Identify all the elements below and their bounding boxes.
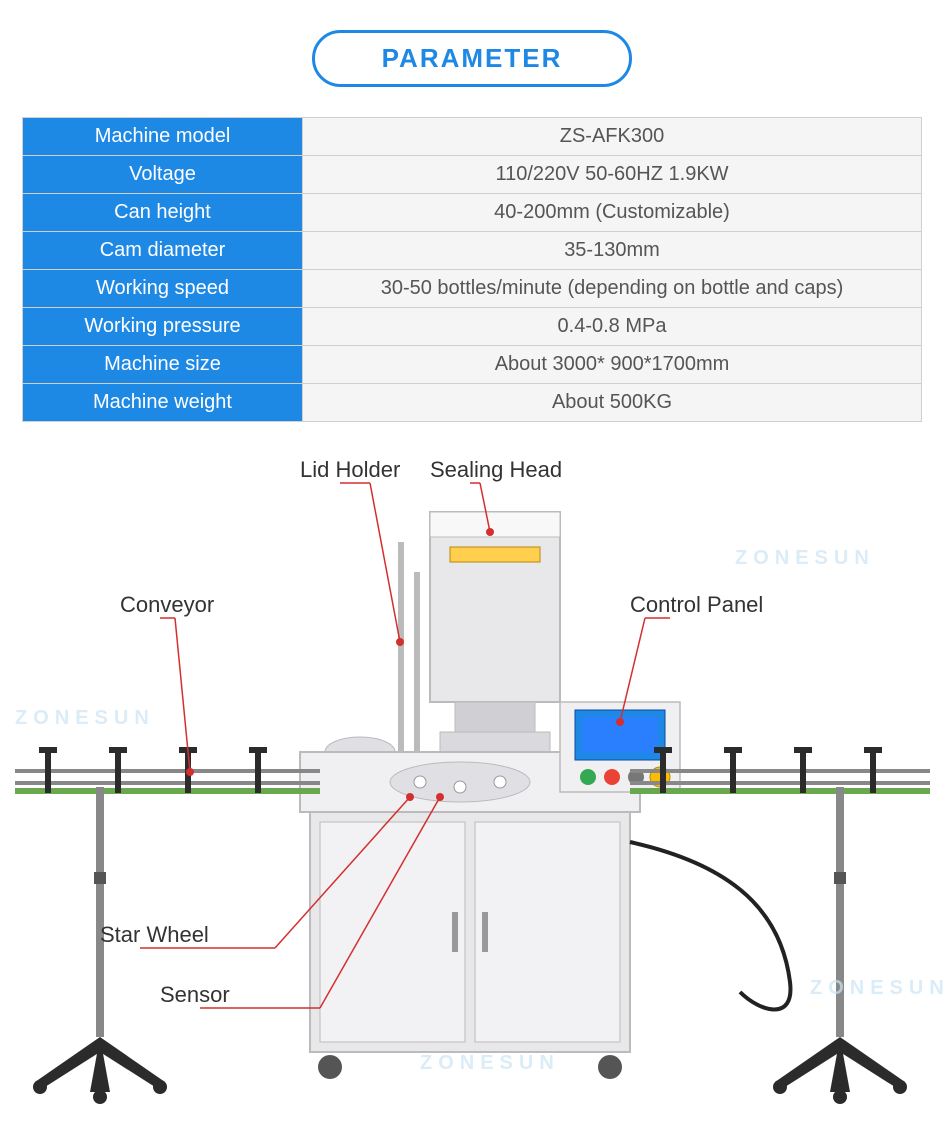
param-label: Voltage <box>23 156 303 194</box>
param-value: About 3000* 900*1700mm <box>303 346 922 384</box>
parameter-header: PARAMETER <box>312 30 632 87</box>
parameter-table: Machine modelZS-AFK300Voltage110/220V 50… <box>22 117 922 422</box>
table-row: Machine weightAbout 500KG <box>23 384 922 422</box>
watermark: ZONESUN <box>15 707 155 730</box>
table-row: Machine modelZS-AFK300 <box>23 118 922 156</box>
param-label: Cam diameter <box>23 232 303 270</box>
param-value: ZS-AFK300 <box>303 118 922 156</box>
param-label: Machine model <box>23 118 303 156</box>
table-row: Working speed30-50 bottles/minute (depen… <box>23 270 922 308</box>
watermark: ZONESUN <box>735 547 875 570</box>
watermark: ZONESUN <box>810 977 944 1000</box>
table-row: Voltage110/220V 50-60HZ 1.9KW <box>23 156 922 194</box>
table-row: Cam diameter35-130mm <box>23 232 922 270</box>
param-value: 30-50 bottles/minute (depending on bottl… <box>303 270 922 308</box>
param-value: 0.4-0.8 MPa <box>303 308 922 346</box>
param-label: Working pressure <box>23 308 303 346</box>
machine-diagram: Lid Holder Sealing Head Conveyor Control Pa… <box>0 452 944 1132</box>
param-label: Working speed <box>23 270 303 308</box>
param-label: Can height <box>23 194 303 232</box>
watermark: ZONESUN <box>420 1052 560 1075</box>
callout-sealing-head: Sealing Head <box>430 457 562 483</box>
table-row: Machine sizeAbout 3000* 900*1700mm <box>23 346 922 384</box>
param-value: About 500KG <box>303 384 922 422</box>
callout-sensor: Sensor <box>160 982 230 1008</box>
callout-control-panel: Control Panel <box>630 592 763 618</box>
param-label: Machine weight <box>23 384 303 422</box>
param-value: 40-200mm (Customizable) <box>303 194 922 232</box>
callout-star-wheel: Star Wheel <box>100 922 209 948</box>
callout-conveyor: Conveyor <box>120 592 214 618</box>
table-row: Working pressure0.4-0.8 MPa <box>23 308 922 346</box>
param-value: 35-130mm <box>303 232 922 270</box>
parameter-title: PARAMETER <box>382 43 563 73</box>
param-value: 110/220V 50-60HZ 1.9KW <box>303 156 922 194</box>
param-label: Machine size <box>23 346 303 384</box>
callout-lid-holder: Lid Holder <box>300 457 400 483</box>
table-row: Can height40-200mm (Customizable) <box>23 194 922 232</box>
